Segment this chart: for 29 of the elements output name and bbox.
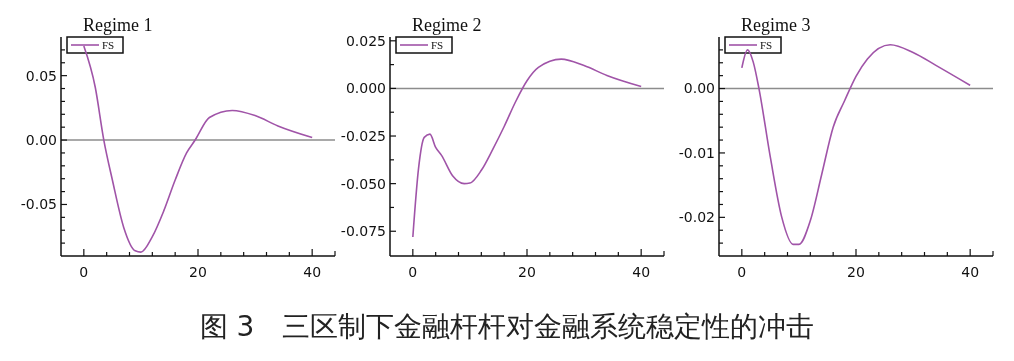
line-series [412, 58, 642, 238]
y-tick-label: -0.050 [340, 175, 386, 192]
chart-title: Regime 2 [412, 15, 482, 35]
y-tick-label: 0.00 [25, 131, 57, 148]
legend-label: FS [431, 38, 444, 51]
x-tick-label: 20 [847, 264, 865, 280]
line-series [741, 43, 971, 246]
y-tick-label: 0.025 [345, 32, 386, 49]
caption: 图 3 三区制下金融杆杆对金融系统稳定性的冲击 [199, 310, 815, 343]
x-tick-label: 20 [189, 264, 207, 280]
chart-title: Regime 1 [83, 15, 153, 35]
y-tick-label: 0.05 [25, 67, 57, 84]
x-tick-label: 20 [518, 264, 536, 280]
x-tick-label: 40 [303, 264, 322, 280]
y-tick-label: -0.075 [340, 223, 386, 240]
x-tick-label: 40 [961, 264, 980, 280]
x-tick-label: 0 [737, 264, 747, 280]
legend-label: FS [760, 38, 773, 51]
x-tick-label: 40 [632, 264, 651, 280]
y-tick-label: 0.000 [345, 80, 386, 97]
x-tick-label: 0 [408, 264, 418, 280]
y-tick-label: -0.025 [340, 127, 386, 144]
x-tick-label: 0 [79, 264, 89, 280]
y-tick-label: -0.02 [678, 209, 715, 226]
y-tick-label: -0.01 [678, 144, 715, 161]
y-tick-label: -0.05 [20, 196, 57, 213]
legend-label: FS [102, 38, 115, 51]
chart-title: Regime 3 [741, 15, 811, 35]
y-tick-label: 0.00 [683, 80, 715, 97]
